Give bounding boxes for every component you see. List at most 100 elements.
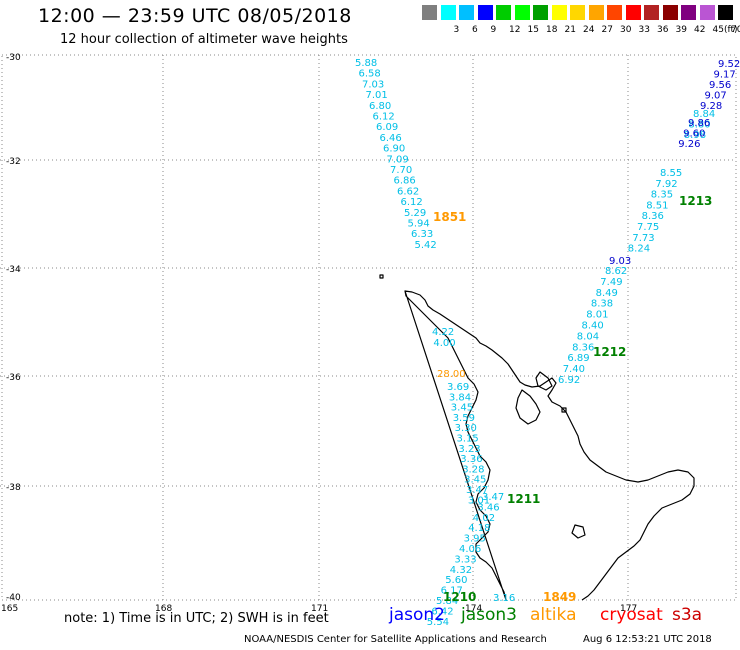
wave-height-value: 4.32 [450,565,472,576]
wave-height-value: 4.22 [432,327,454,338]
wave-height-value: 4.06 [459,544,481,555]
pass-labels: 1851 1213 1212 1211 1210 1849 [433,194,712,604]
wave-height-value: 8.51 [646,200,668,211]
altimeter-tracks: 5.886.587.037.016.806.126.096.466.907.09… [355,58,740,628]
wave-height-value: 7.92 [655,179,677,190]
pass-number-label: 1851 [433,210,466,224]
wave-height-value: 6.12 [373,112,395,123]
scale-swatch [718,5,733,20]
scale-unit-label: (ft) [724,25,738,35]
wave-height-value: 6.46 [380,133,402,144]
wave-height-value: 5.54 [427,617,449,628]
wave-height-value: 5.29 [404,208,426,219]
scale-tick-label: 33 [638,25,650,35]
lon-label: 174 [465,604,482,614]
wave-height-value: 9.26 [678,139,700,150]
scale-swatch [681,5,696,20]
offshore-islet [379,274,384,279]
lat-label: -30 [6,53,21,63]
wave-height-value: 7.70 [390,165,412,176]
scale-tick-label: 42 [694,25,706,35]
wave-height-value: 4.00 [433,338,455,349]
wave-height-value: 6.90 [383,144,405,155]
wave-height-value: 8.84 [693,109,715,120]
wave-height-value: 8.62 [605,266,627,277]
wave-height-value: 8.98 [684,130,706,141]
scale-tick-label: 6 [472,25,478,35]
scale-swatch [496,5,511,20]
coromandel-peninsula [515,389,541,425]
wave-height-value: 8.38 [591,299,613,310]
wave-height-value: 6.58 [359,69,381,80]
scale-tick-label: 24 [583,25,595,35]
wave-height-value: 9.56 [709,80,731,91]
offshore-islet [561,407,567,413]
wave-height-value: 3.47 [466,485,488,496]
wave-height-value: 7.75 [637,222,659,233]
wave-height-value: 9.28 [700,101,722,112]
satellite-legend-altika: altika [530,605,577,625]
wave-height-value: 9.52 [718,59,740,70]
wave-height-value: 6.86 [394,176,416,187]
wave-height-value: 3.23 [458,444,480,455]
satellite-legend-cryosat: cryosat [600,605,663,625]
map-grid [0,55,736,600]
satellite-legend-jason3: jason3 [461,605,517,625]
scale-tick-label: 36 [657,25,669,35]
wave-height-value: 7.49 [600,277,622,288]
wave-height-value: 3.36 [460,454,482,465]
wave-height-value: 8.01 [586,310,608,321]
wave-height-value: 9.86 [688,118,710,129]
wave-height-value: 6.09 [376,122,398,133]
lon-label: 177 [620,604,637,614]
great-barrier-island [535,371,553,391]
scale-swatch [459,5,474,20]
wave-height-value: 3.95 [464,534,486,545]
wave-height-color-scale: (ft) 3 6 9 12 15 18 21 24 27 30 33 36 39 42 45 70 [422,5,740,35]
satellite-legend-s3a: s3a [672,605,703,625]
wave-height-value: 7.03 [362,79,384,90]
scale-tick-label: 18 [546,25,558,35]
credit-line: NOAA/NESDIS Center for Satellite Applica… [244,634,547,645]
wave-height-value: 7.09 [387,154,409,165]
wave-height-value: 3.46 [477,502,499,513]
wave-height-value: 8.49 [596,288,618,299]
wave-height-value: 6.42 [431,606,453,617]
scale-swatch [533,5,548,20]
scale-swatch [514,5,530,20]
pass-number-label: 1849 [543,590,576,604]
wave-height-value: 3.69 [447,382,469,393]
lat-label: -36 [6,373,21,383]
scale-tick-label: 12 [509,25,521,35]
wave-height-value: 7.73 [632,233,654,244]
wave-height-value: 3.47 [482,492,504,503]
wave-height-value: 8.04 [577,331,599,342]
pass-number-label: 1210 [443,590,476,604]
wave-height-value: 3.84 [449,392,471,403]
scale-tick-label: 3 [453,25,460,35]
wave-height-value: 3.45 [451,403,473,414]
scale-swatch [662,5,678,20]
axis-labels: -30 -32 -34 -36 -38 -40 165 168 171 174 … [1,53,637,614]
wave-height-value: 8.40 [582,321,604,332]
wave-height-value: 8.55 [660,168,682,179]
wave-height-value: 4.02 [473,513,495,524]
pass-number-label: 1213 [679,194,712,208]
wave-height-value: 8.24 [628,244,650,255]
pass-number-label: 1211 [507,492,540,506]
north-island-outline [404,290,695,601]
wave-height-value: 6.92 [558,375,580,386]
map-subtitle: 12 hour collection of altimeter wave hei… [60,32,348,47]
wave-height-value: 9.60 [683,129,705,140]
wave-height-value: 9.03 [609,256,631,267]
wave-height-value: 3.30 [455,423,477,434]
wave-height-value: 28.00 [437,369,466,380]
wave-height-value: 8.35 [651,190,673,201]
wave-height-value: 5.84 [436,596,458,607]
offshore-islet [571,524,586,539]
scale-tick-label: 39 [675,25,687,35]
map-frame [1,54,737,601]
wave-height-value: 6.33 [411,229,433,240]
wave-height-value: 9.07 [705,91,727,102]
